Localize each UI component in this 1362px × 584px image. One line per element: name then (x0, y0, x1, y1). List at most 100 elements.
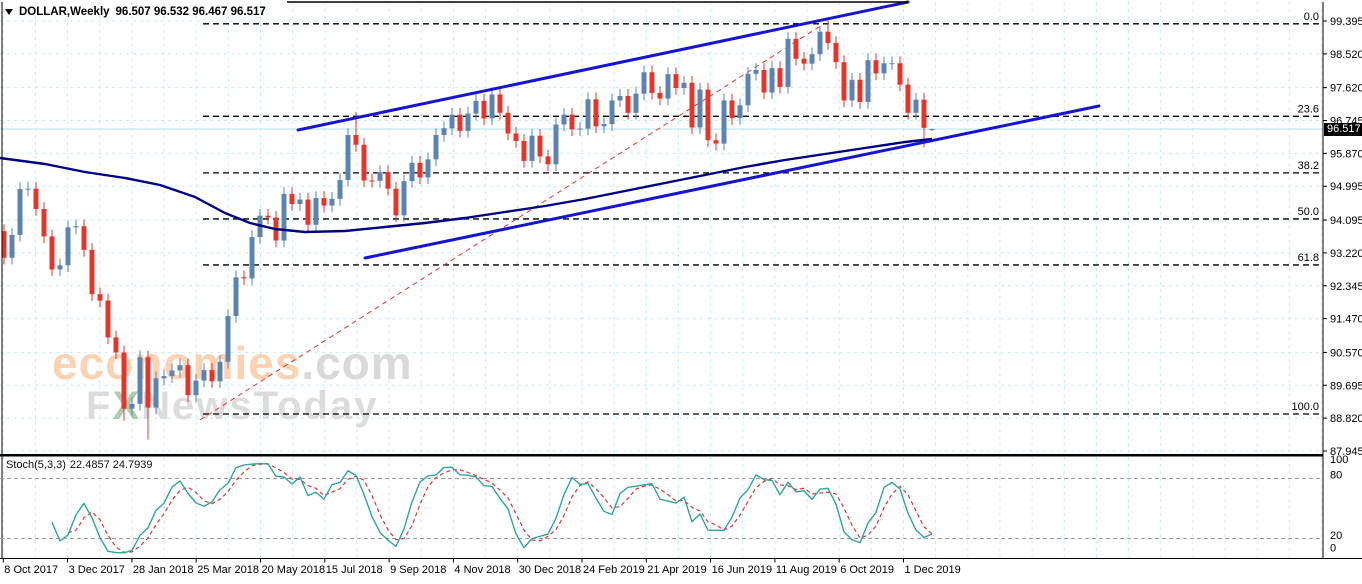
date-axis-label: 21 Apr 2019 (647, 564, 706, 576)
candle-up (233, 277, 239, 316)
candle-up (681, 82, 687, 89)
trend-channel-line[interactable] (296, 0, 910, 132)
candle-down (569, 114, 575, 130)
grid-layer (0, 2, 1323, 559)
candle-up (25, 188, 31, 190)
price-axis-label: 91.470 (1330, 314, 1362, 326)
date-axis-label: 16 Jun 2019 (712, 564, 773, 576)
candle-down (289, 193, 295, 205)
candle-up (201, 370, 207, 381)
candle-down (505, 112, 511, 134)
candle-up (697, 89, 703, 128)
candle-down (761, 70, 767, 93)
candle-up (553, 124, 559, 165)
candle-down (801, 58, 807, 64)
candle-up (609, 100, 615, 125)
candle-up (737, 105, 743, 119)
candle-up (785, 38, 791, 87)
fib-level-label: 50.0 (1298, 206, 1319, 218)
panel-separator[interactable] (0, 454, 1323, 457)
candle-up (721, 100, 727, 144)
candle-down (497, 94, 503, 113)
price-axis-label: 98.520 (1330, 49, 1362, 61)
price-axis-label: 88.820 (1330, 413, 1362, 425)
candle-up (745, 73, 751, 106)
watermark-economies: economies.com (52, 337, 413, 389)
fib-level-label: 100.0 (1291, 401, 1319, 413)
date-axis-label: 1 Dec 2019 (905, 564, 961, 576)
candle-down (921, 99, 927, 128)
candle-down (81, 226, 87, 250)
candle-up (297, 199, 303, 205)
candle-up (337, 180, 343, 199)
stoch-scale-label: 20 (1330, 530, 1342, 542)
symbol-dropdown-icon[interactable] (5, 9, 13, 15)
price-axis-label: 95.870 (1330, 148, 1362, 160)
candle-up (329, 198, 335, 206)
candle-down (833, 42, 839, 63)
chart-title: DOLLAR,Weekly 96.507 96.532 96.467 96.51… (5, 6, 266, 18)
candle-down (393, 188, 399, 216)
candle-up (809, 54, 815, 64)
candle-down (417, 162, 423, 178)
candle-up (217, 361, 223, 382)
date-axis-label: 3 Dec 2017 (69, 564, 125, 576)
fib-trendline[interactable] (199, 24, 823, 421)
date-axis-label: 25 Mar 2018 (197, 564, 259, 576)
candle-down (513, 133, 519, 141)
candle-up (153, 378, 159, 408)
date-axis-label: 8 Oct 2017 (4, 564, 58, 576)
candle-up (225, 315, 231, 362)
candle-up (281, 193, 287, 241)
candle-down (321, 198, 327, 206)
candle-up (9, 234, 15, 258)
candle-down (361, 144, 367, 181)
candle-up (65, 227, 71, 266)
ohlc-values: 96.507 96.532 96.467 96.517 (115, 6, 266, 18)
candle-up (129, 403, 135, 409)
candle-up (177, 365, 183, 371)
candle-up (465, 113, 471, 131)
date-axis-label: 9 Sep 2018 (390, 564, 446, 576)
candle-up (769, 68, 775, 93)
candle-down (353, 134, 359, 145)
candle-down (593, 99, 599, 127)
price-axis-label: 94.995 (1330, 181, 1362, 193)
fib-level-label: 61.8 (1298, 252, 1319, 264)
date-axis-label: 11 Aug 2019 (776, 564, 837, 576)
price-axis-label: 97.620 (1330, 83, 1362, 95)
candle-down (97, 294, 103, 301)
candle-up (913, 99, 919, 113)
candle-up (633, 93, 639, 113)
candle-up (377, 172, 383, 181)
candle-up (433, 134, 439, 160)
price-axis-label: 87.945 (1330, 446, 1362, 458)
candle-up (865, 60, 871, 102)
candle-down (625, 95, 631, 113)
candle-up (889, 63, 895, 65)
candle-up (449, 114, 455, 129)
candle-down (145, 357, 151, 408)
date-axis-label: 30 Dec 2018 (519, 564, 581, 576)
candle-up (817, 31, 823, 55)
candle-down (689, 82, 695, 128)
candle-down (105, 300, 111, 338)
stoch-scale-label: 0 (1330, 543, 1336, 555)
candle-up (473, 100, 479, 114)
candle-down (185, 365, 191, 396)
indicator-values: 22.4857 24.7939 (69, 459, 153, 471)
candle-up (345, 134, 351, 181)
price-axis-label: 89.695 (1330, 380, 1362, 392)
candle-up (313, 198, 319, 225)
moving-average-line[interactable] (0, 137, 933, 234)
date-axis-label: 20 May 2018 (262, 564, 326, 576)
fib-level-label: 0.0 (1304, 11, 1319, 23)
candle-down (537, 135, 543, 157)
candle-up (137, 357, 143, 404)
trend-channel-line[interactable] (363, 104, 1101, 260)
candle-up (401, 181, 407, 216)
candle-up (529, 135, 535, 161)
